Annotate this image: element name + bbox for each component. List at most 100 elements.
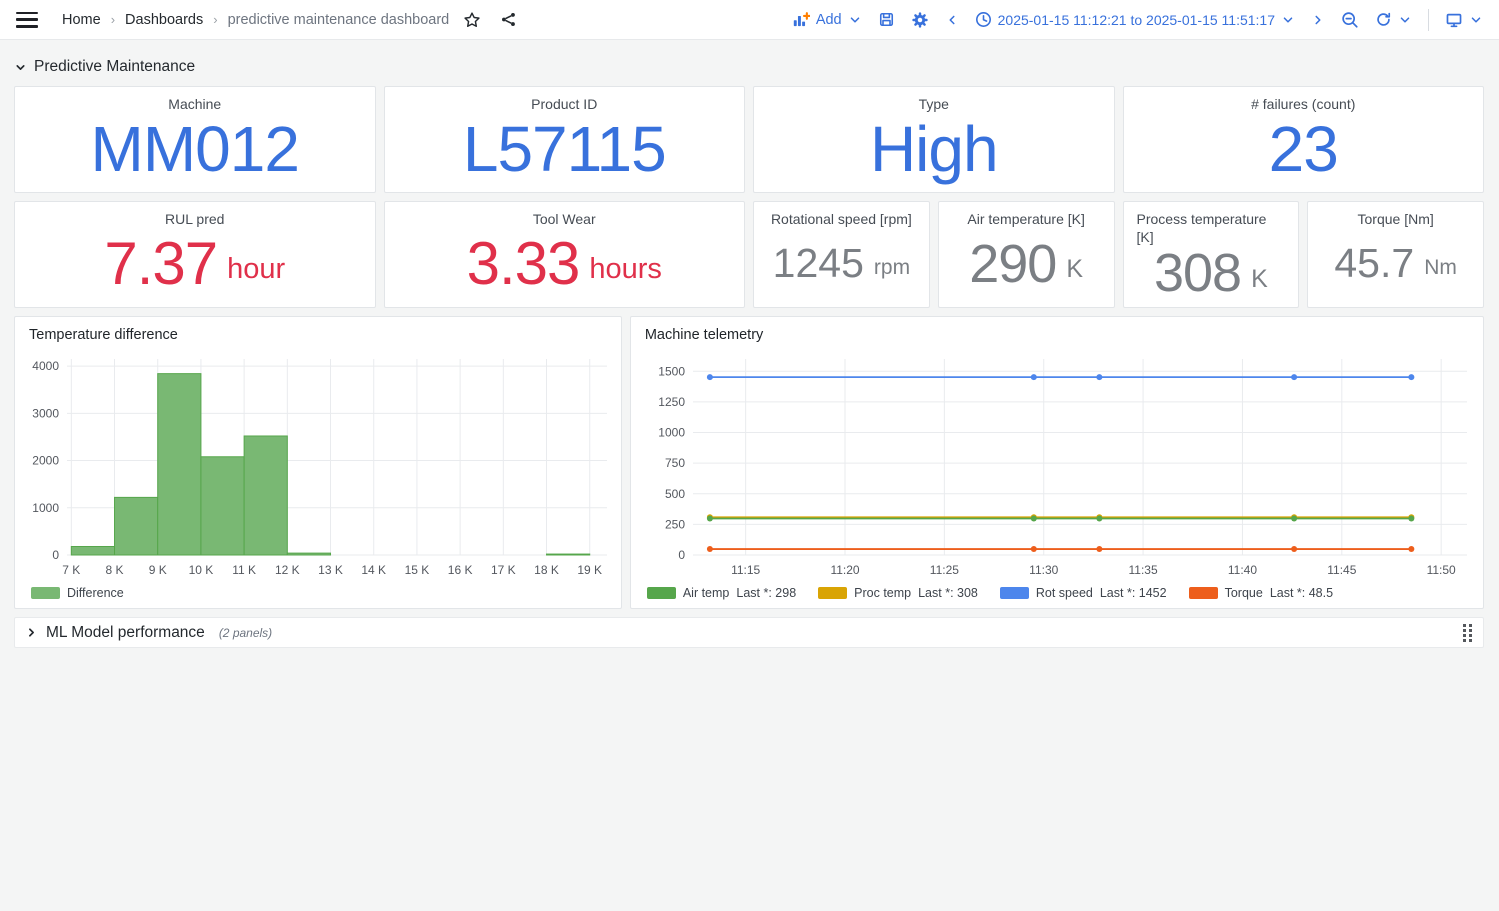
svg-text:12 K: 12 K: [275, 563, 300, 577]
stat-panel-rotational-speed: Rotational speed [rpm] 1245 rpm: [753, 201, 930, 308]
svg-text:8 K: 8 K: [106, 563, 124, 577]
legend-label: Proc temp: [854, 586, 912, 600]
legend-item-proc-temp[interactable]: Proc temp Last *: 308: [818, 586, 978, 600]
svg-text:11:30: 11:30: [1029, 563, 1058, 577]
legend-swatch: [646, 587, 676, 599]
legend-label: Air temp: [682, 586, 730, 600]
stat-panel-rul-pred: RUL pred 7.37 hour: [14, 201, 376, 308]
charts-row: Temperature difference 7 K 8 K 9 K 10 K 11 K…: [14, 316, 1484, 609]
stat-title: Product ID: [531, 96, 598, 112]
time-range-picker[interactable]: 2025-01-15 11:12:21 to 2025-01-15 11:51:…: [975, 11, 1295, 28]
svg-text:16 K: 16 K: [448, 563, 473, 577]
stat-value: 1245 rpm: [772, 240, 911, 287]
svg-text:1000: 1000: [658, 426, 685, 440]
clock-icon: [975, 12, 991, 27]
legend-swatch: [1188, 587, 1218, 599]
stat-panel-process-temperature: Process temperature [K] 308 K: [1122, 201, 1300, 308]
refresh-button[interactable]: [1375, 11, 1412, 28]
legend-item-torque[interactable]: Torque Last *: 48.5: [1188, 586, 1334, 600]
svg-text:15 K: 15 K: [405, 563, 430, 577]
legend-item-difference[interactable]: Difference: [31, 586, 124, 600]
svg-text:11:50: 11:50: [1426, 563, 1455, 577]
svg-text:0: 0: [678, 548, 685, 562]
stat-value: High: [869, 112, 999, 185]
legend-swatch: [999, 587, 1029, 599]
stat-value: 23: [1268, 112, 1339, 185]
dashboard-settings-button[interactable]: [911, 11, 929, 29]
legend-swatch: [31, 587, 60, 599]
share-icon[interactable]: [495, 7, 521, 33]
menu-icon[interactable]: [16, 11, 38, 28]
chevron-left-icon: [949, 15, 955, 24]
stat-value: MM012: [90, 112, 300, 185]
svg-text:14 K: 14 K: [361, 563, 386, 577]
stat-row-1: Machine MM012 Product ID L57115 Type Hig…: [14, 86, 1484, 193]
legend-item-rot-speed[interactable]: Rot speed Last *: 1452: [999, 586, 1167, 600]
tv-mode-button[interactable]: [1445, 11, 1483, 29]
svg-text:17 K: 17 K: [491, 563, 516, 577]
breadcrumb: Home › Dashboards › predictive maintenan…: [62, 12, 449, 28]
stat-panel-product-id: Product ID L57115: [383, 86, 745, 193]
breadcrumb-dashboards[interactable]: Dashboards: [125, 11, 204, 28]
legend-last-value: Last *: 1452: [1099, 586, 1167, 600]
legend-swatch: [818, 587, 848, 599]
chevron-right-icon: ›: [213, 12, 218, 27]
breadcrumb-home[interactable]: Home: [62, 11, 101, 28]
add-label: Add: [815, 11, 842, 28]
svg-text:1500: 1500: [658, 364, 685, 378]
chevron-down-icon: [1471, 16, 1481, 23]
stat-panel-type: Type High: [753, 86, 1115, 193]
save-dashboard-button[interactable]: [878, 11, 895, 28]
stat-row-2: RUL pred 7.37 hour Tool Wear 3.33 hours Ro…: [14, 201, 1484, 308]
stat-value: 45.7 Nm: [1334, 240, 1457, 287]
stat-value: 7.37 hour: [104, 229, 286, 297]
svg-text:11:40: 11:40: [1228, 563, 1257, 577]
legend-label: Difference: [67, 586, 124, 600]
temperature-difference-panel: Temperature difference 7 K 8 K 9 K 10 K 11 K…: [14, 316, 622, 609]
svg-text:1000: 1000: [32, 501, 59, 515]
legend-item-air-temp[interactable]: Air temp Last *: 298: [646, 586, 797, 600]
breadcrumb-current: predictive maintenance dashboard: [227, 11, 450, 28]
stat-title: Process temperature [K]: [1136, 211, 1267, 245]
stat-title: Machine: [168, 96, 222, 112]
chevron-right-icon: ›: [110, 12, 116, 27]
stat-value: 290 K: [969, 233, 1084, 294]
legend-last-value: Last *: 298: [736, 586, 797, 600]
stat-title: Type: [918, 96, 949, 112]
monitor-icon: [1446, 13, 1462, 27]
star-icon[interactable]: [459, 7, 485, 33]
stat-title: RUL pred: [165, 211, 225, 227]
zoom-out-button[interactable]: [1341, 11, 1359, 29]
add-panel-button[interactable]: Add: [792, 11, 862, 29]
panel-title: Machine telemetry: [644, 327, 764, 343]
drag-handle-icon[interactable]: [1462, 623, 1473, 643]
stat-title: Tool Wear: [532, 211, 596, 227]
svg-text:11:35: 11:35: [1128, 563, 1157, 577]
svg-text:11:20: 11:20: [830, 563, 859, 577]
row-predictive-maintenance[interactable]: Predictive Maintenance: [14, 52, 1484, 82]
chevron-right-icon: [1315, 15, 1321, 24]
svg-text:11 K: 11 K: [232, 563, 256, 577]
stat-value: L57115: [462, 112, 667, 185]
stat-value: 3.33 hours: [466, 229, 662, 297]
svg-text:11:25: 11:25: [930, 563, 959, 577]
toolbar-divider: [1428, 8, 1429, 31]
machine-telemetry-chart[interactable]: 11:15 11:20 11:25 11:30 11:35 11:40 11:45 11:50…: [641, 351, 1477, 581]
stat-title: Torque [Nm]: [1357, 211, 1434, 227]
row-title: Predictive Maintenance: [34, 58, 196, 75]
svg-text:1250: 1250: [658, 395, 685, 409]
stat-panel-failures: # failures (count) 23: [1122, 86, 1484, 193]
stat-title: # failures (count): [1251, 96, 1356, 112]
time-shift-back-button[interactable]: [945, 13, 959, 27]
time-shift-forward-button[interactable]: [1311, 13, 1325, 27]
row-panel-count: (2 panels): [218, 625, 273, 640]
svg-text:7 K: 7 K: [62, 563, 80, 577]
row-ml-model-performance[interactable]: ML Model performance (2 panels): [14, 617, 1484, 648]
temperature-difference-chart[interactable]: 7 K 8 K 9 K 10 K 11 K 12 K 13 K 14 K 15 K 16 K 17 …: [25, 351, 613, 581]
svg-text:3000: 3000: [32, 406, 59, 420]
legend-last-value: Last *: 48.5: [1269, 586, 1334, 600]
chevron-down-icon: [1400, 16, 1410, 23]
svg-text:10 K: 10 K: [189, 563, 214, 577]
stat-panel-torque: Torque [Nm] 45.7 Nm: [1307, 201, 1484, 308]
top-nav-bar: Home › Dashboards › predictive maintenan…: [0, 0, 1499, 40]
